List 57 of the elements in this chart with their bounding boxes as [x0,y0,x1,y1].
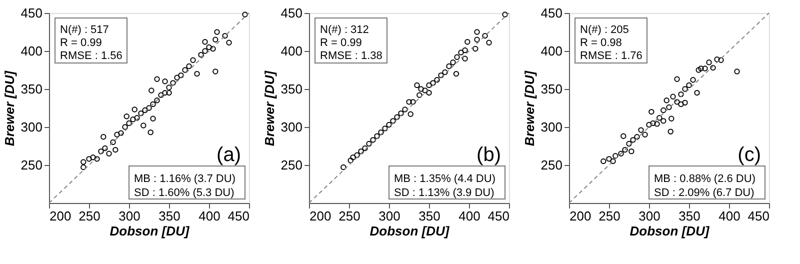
annotation: SD : 1.60% (5.3 DU) [134,187,234,199]
annotation: SD : 2.09% (6.7 DU) [654,187,754,199]
x-tick-label: 400 [198,208,220,224]
x-tick-label: 300 [118,208,140,224]
x-tick-label: 250 [338,208,360,224]
annotation: N(#) : 312 [320,24,369,36]
x-tick-label: 400 [458,208,480,224]
annotation: N(#) : 517 [60,24,109,36]
annotation: N(#) : 205 [580,24,629,36]
annotation: RMSE : 1.38 [320,50,382,62]
y-tick-label: 250 [540,158,562,172]
annotation: MB : 1.35% (4.4 DU) [394,173,496,185]
annotation: RMSE : 1.76 [580,50,642,62]
x-tick-label: 450 [488,208,510,224]
y-tick-label: 300 [20,120,42,134]
x-tick-label: 250 [598,208,620,224]
x-tick-label: 200 [50,208,72,224]
annotation: SD : 1.13% (3.9 DU) [394,187,494,199]
y-tick-label: 350 [280,82,302,96]
x-tick-label: 350 [158,208,180,224]
x-tick-label: 350 [678,208,700,224]
annotation: R = 0.99 [60,37,102,49]
y-axis-title: Brewer [DU] [522,70,537,146]
annotation: RMSE : 1.56 [60,50,122,62]
x-tick-label: 450 [748,208,770,224]
x-tick-label: 200 [570,208,592,224]
y-tick-label: 300 [540,120,562,134]
annotation: (c) [738,144,761,166]
annotation: R = 0.99 [320,37,362,49]
x-tick-label: 450 [228,208,250,224]
y-tick-label: 350 [20,82,42,96]
y-axis-title: Brewer [DU] [2,70,17,146]
x-tick-label: 350 [418,208,440,224]
y-tick-label: 250 [20,158,42,172]
x-tick-label: 200 [310,208,332,224]
y-axis-title: Brewer [DU] [262,70,277,146]
y-tick-label: 300 [280,120,302,134]
annotation: R = 0.98 [580,37,622,49]
y-tick-label: 400 [540,44,562,58]
x-axis-title: Dobson [DU] [370,224,450,238]
x-tick-label: 250 [78,208,100,224]
x-axis-title: Dobson [DU] [630,224,710,238]
annotation: (a) [216,144,241,166]
y-tick-label: 400 [20,44,42,58]
annotation: MB : 1.16% (3.7 DU) [134,173,236,185]
y-tick-label: 450 [540,6,562,20]
x-axis-title: Dobson [DU] [110,224,190,238]
x-tick-label: 300 [378,208,400,224]
annotation: MB : 0.88% (2.6 DU) [654,173,756,185]
y-tick-label: 450 [20,6,42,20]
x-tick-label: 300 [638,208,660,224]
y-tick-label: 250 [280,158,302,172]
y-tick-label: 450 [280,6,302,20]
annotation: (b) [476,144,501,166]
y-tick-label: 400 [280,44,302,58]
x-tick-label: 400 [718,208,740,224]
y-tick-label: 350 [540,82,562,96]
